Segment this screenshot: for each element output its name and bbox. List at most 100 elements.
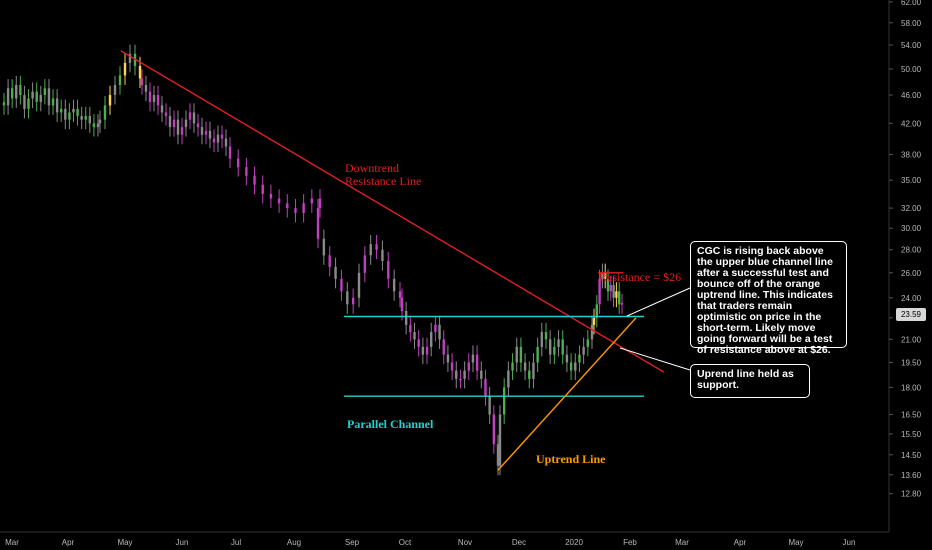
candle-body bbox=[480, 370, 483, 379]
candle-body bbox=[417, 339, 420, 347]
candle-body bbox=[253, 175, 256, 185]
candle-body bbox=[51, 98, 55, 106]
y-tick-label: 16.50 bbox=[901, 411, 922, 420]
candle-body bbox=[398, 291, 402, 298]
y-tick-label: 15.50 bbox=[901, 430, 922, 439]
candle-body bbox=[2, 102, 6, 106]
y-tick-label: 14.50 bbox=[901, 451, 922, 460]
candle-body bbox=[80, 116, 83, 120]
x-tick-label: Jun bbox=[843, 538, 856, 547]
candle-body bbox=[31, 91, 34, 99]
candle-body bbox=[463, 370, 466, 379]
candle-body bbox=[612, 285, 615, 298]
candle-body bbox=[400, 297, 404, 312]
candle-body bbox=[39, 95, 42, 102]
x-tick-label: Feb bbox=[623, 538, 637, 547]
callout-pointers bbox=[619, 287, 691, 371]
candle-body bbox=[140, 78, 144, 86]
y-tick-label: 54.00 bbox=[901, 41, 922, 50]
uptrend-line bbox=[497, 317, 637, 471]
candle-body bbox=[609, 285, 612, 292]
candle-body bbox=[27, 98, 30, 109]
candle-body bbox=[98, 119, 102, 124]
candle-body bbox=[615, 291, 618, 298]
candle-body bbox=[496, 444, 500, 466]
candle-body bbox=[84, 116, 87, 120]
candle-body bbox=[582, 346, 585, 355]
candle-body bbox=[10, 88, 14, 99]
candle-body bbox=[595, 304, 598, 318]
support-callout-pointer bbox=[619, 347, 691, 371]
candle-body bbox=[434, 324, 437, 333]
candle-body bbox=[598, 278, 601, 305]
candles bbox=[2, 44, 624, 476]
candle-body bbox=[459, 378, 462, 381]
y-tick-label: 19.50 bbox=[901, 358, 922, 367]
candle-body bbox=[212, 138, 216, 143]
candle-body bbox=[176, 119, 180, 135]
candle-body bbox=[536, 346, 539, 363]
y-tick-label: 50.00 bbox=[901, 65, 922, 74]
candle-body bbox=[118, 75, 122, 86]
candle-body bbox=[430, 332, 433, 347]
candle-body bbox=[269, 193, 273, 199]
candle-body bbox=[88, 116, 92, 124]
candle-body bbox=[515, 346, 518, 363]
candle-body bbox=[606, 278, 610, 292]
x-tick-label: Dec bbox=[512, 538, 526, 547]
candle-body bbox=[43, 88, 47, 96]
candle-body bbox=[475, 354, 479, 371]
candle-body bbox=[438, 324, 441, 340]
support-callout: Uprend line held as support. bbox=[690, 364, 810, 398]
candle-body bbox=[519, 346, 523, 363]
candle-body bbox=[76, 108, 79, 117]
candle-body bbox=[351, 297, 355, 305]
chart-annotations: Downtrend Resistance Line Resistance = $… bbox=[345, 161, 681, 466]
parallel-channel-label: Parallel Channel bbox=[347, 417, 434, 431]
candle-body bbox=[96, 123, 100, 128]
candle-body bbox=[523, 362, 527, 371]
candle-body bbox=[507, 370, 510, 388]
candle-body bbox=[156, 95, 160, 106]
candle-body bbox=[123, 62, 127, 76]
main-callout-pointer bbox=[626, 287, 691, 317]
candle-body bbox=[23, 95, 26, 109]
y-tick-label: 24.00 bbox=[901, 294, 922, 303]
candle-body bbox=[492, 414, 496, 445]
candle-body bbox=[421, 346, 425, 355]
y-tick-label: 62.00 bbox=[901, 0, 922, 7]
downtrend-line bbox=[120, 50, 665, 373]
candle-body bbox=[511, 362, 514, 371]
candle-body bbox=[220, 134, 224, 139]
y-tick-label: 46.00 bbox=[901, 91, 922, 100]
candle-body bbox=[425, 346, 429, 355]
candle-body bbox=[261, 184, 264, 194]
candle-body bbox=[196, 123, 200, 128]
candle-body bbox=[72, 108, 75, 113]
candle-body bbox=[590, 324, 594, 340]
candle-body bbox=[60, 108, 63, 113]
candle-body bbox=[164, 112, 168, 117]
resistance-label: Resistance = $26 bbox=[599, 270, 681, 284]
x-tick-label: Nov bbox=[458, 538, 472, 547]
candle-body bbox=[442, 339, 445, 355]
candle-body bbox=[544, 332, 548, 340]
candle-body bbox=[152, 95, 156, 102]
candle-body bbox=[346, 291, 349, 305]
x-tick-label: May bbox=[788, 538, 803, 547]
y-tick-label: 38.00 bbox=[901, 151, 922, 160]
candle-body bbox=[68, 112, 71, 120]
candle-body bbox=[369, 244, 372, 256]
x-tick-label: Oct bbox=[399, 538, 412, 547]
x-tick-label: Jun bbox=[176, 538, 189, 547]
candle-body bbox=[35, 91, 38, 102]
candle-body bbox=[357, 272, 361, 298]
candle-body bbox=[322, 238, 326, 256]
x-tick-label: May bbox=[117, 538, 132, 547]
candle-body bbox=[375, 244, 378, 250]
candle-body bbox=[592, 317, 596, 325]
candle-body bbox=[138, 65, 142, 79]
candle-body bbox=[277, 198, 281, 204]
candle-body bbox=[316, 208, 320, 239]
